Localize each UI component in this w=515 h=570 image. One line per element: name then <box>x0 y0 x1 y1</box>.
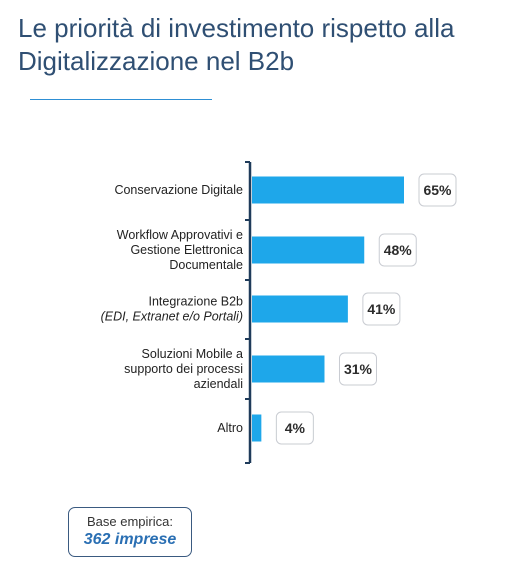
value-box-4 <box>275 411 314 445</box>
bar-3 <box>252 355 325 383</box>
bar-0 <box>252 176 404 204</box>
category-label-3: Soluzioni Mobile a supporto dei processi a… <box>124 347 243 391</box>
value-box-1 <box>378 233 417 267</box>
chart-title-line2: Digitalizzazione nel B2b <box>18 46 295 76</box>
bar-1 <box>252 236 365 264</box>
value-box-0 <box>418 173 457 207</box>
bar-2 <box>252 295 348 323</box>
value-label-4: 4% <box>285 420 306 436</box>
value-label-3: 31% <box>344 361 373 377</box>
value-box-3 <box>338 352 377 386</box>
category-label-0: Conservazione Digitale <box>114 183 243 197</box>
chart-title-line1: Le priorità di investimento rispetto all… <box>18 13 455 43</box>
value-box-2 <box>362 292 401 326</box>
title-underline <box>30 99 212 100</box>
value-label-0: 65% <box>423 182 452 198</box>
chart-title: Le priorità di investimento rispetto all… <box>18 12 508 78</box>
category-label-4: Altro <box>217 421 243 435</box>
base-value: 362 imprese <box>83 531 177 548</box>
base-label: Base empirica: <box>87 514 173 529</box>
value-label-2: 41% <box>367 301 396 317</box>
value-label-1: 48% <box>384 242 413 258</box>
bar-4 <box>252 414 262 442</box>
category-label-2: Integrazione B2b (EDI, Extranet e/o Porta… <box>101 295 243 324</box>
category-label-1: Workflow Approvativi e Gestione Elettroni… <box>117 228 243 272</box>
base-box: Base empirica: 362 imprese <box>68 507 192 557</box>
bar-chart: Conservazione Digitale 65% Workflow Approv… <box>101 161 457 464</box>
